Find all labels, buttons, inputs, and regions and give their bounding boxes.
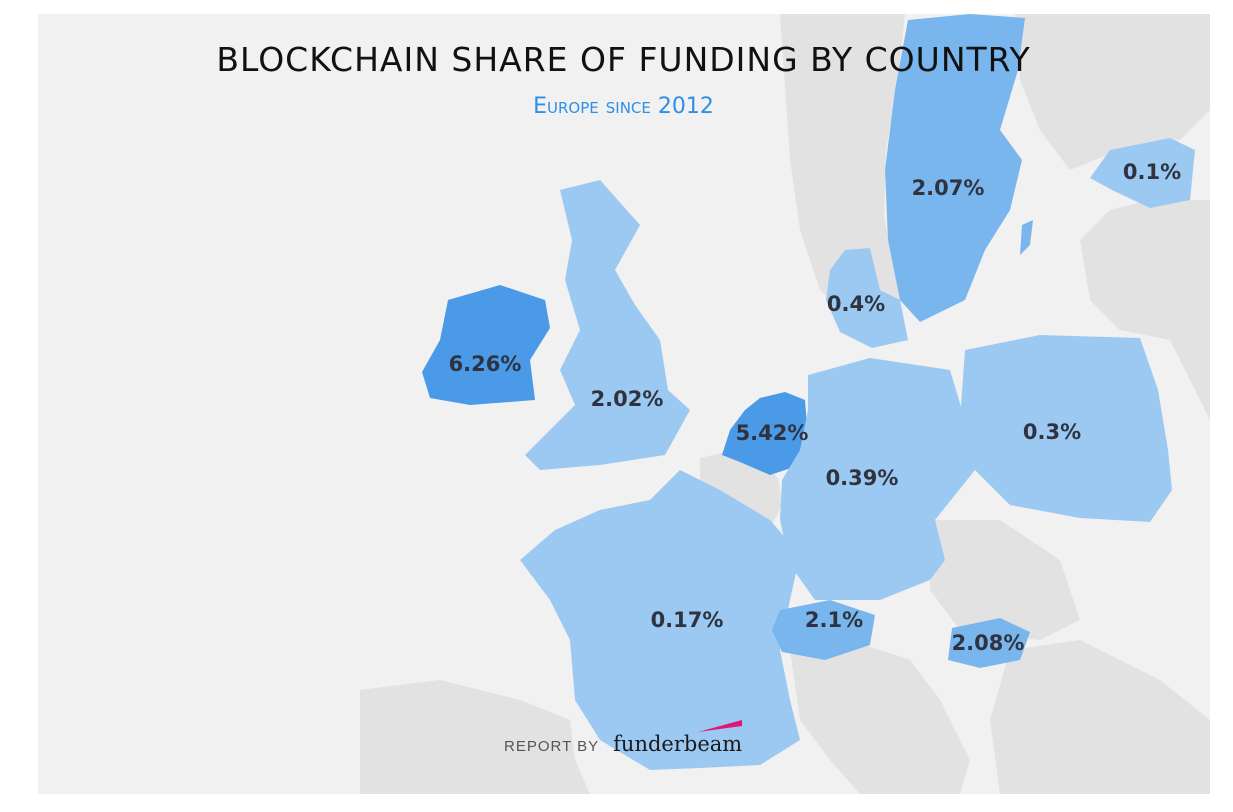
- report-by-label: REPORT BY: [504, 738, 600, 755]
- uk-shape: [525, 180, 690, 470]
- iberia-land: [360, 680, 590, 794]
- balkans-land: [990, 640, 1210, 794]
- label-france: 0.17%: [650, 608, 724, 632]
- estonia-shape: [1090, 138, 1195, 208]
- highlighted-countries: [422, 14, 1195, 770]
- netherlands-shape: [722, 392, 808, 475]
- map-card: [38, 14, 1210, 794]
- austria-czech-land: [930, 520, 1080, 640]
- sweden-shape: [885, 14, 1025, 322]
- label-denmark: 0.4%: [826, 292, 886, 316]
- label-estonia: 0.1%: [1122, 160, 1182, 184]
- label-netherlands: 5.42%: [735, 421, 809, 445]
- label-switzerland: 2.1%: [804, 608, 864, 632]
- funderbeam-logo: funderbeam: [613, 720, 743, 756]
- germany-shape: [780, 358, 975, 600]
- label-uk: 2.02%: [590, 387, 664, 411]
- label-ireland: 6.26%: [448, 352, 522, 376]
- swoosh-icon: [698, 720, 743, 732]
- label-slovenia: 2.08%: [951, 631, 1025, 655]
- france-shape: [520, 470, 800, 770]
- russia-baltics-land: [1080, 200, 1210, 420]
- slovenia-shape: [948, 618, 1030, 668]
- chart-subtitle: Europe since 2012: [533, 94, 714, 119]
- chart-title: BLOCKCHAIN SHARE OF FUNDING BY COUNTRY: [216, 40, 1031, 79]
- poland-shape: [960, 335, 1172, 522]
- norway-land: [780, 14, 905, 330]
- ireland-shape: [422, 285, 550, 405]
- italy-land: [790, 640, 970, 794]
- report-credit: REPORT BY funderbeam: [504, 720, 743, 756]
- europe-map: [360, 14, 1210, 794]
- finland-land: [1015, 14, 1210, 170]
- label-germany: 0.39%: [825, 466, 899, 490]
- unhighlighted-land: [360, 14, 1210, 794]
- label-sweden: 2.07%: [911, 176, 985, 200]
- gotland-shape: [1020, 220, 1033, 255]
- denmark-shape: [826, 248, 908, 348]
- switzerland-shape: [772, 600, 875, 660]
- funderbeam-wordmark: funderbeam: [613, 732, 743, 756]
- label-poland: 0.3%: [1022, 420, 1082, 444]
